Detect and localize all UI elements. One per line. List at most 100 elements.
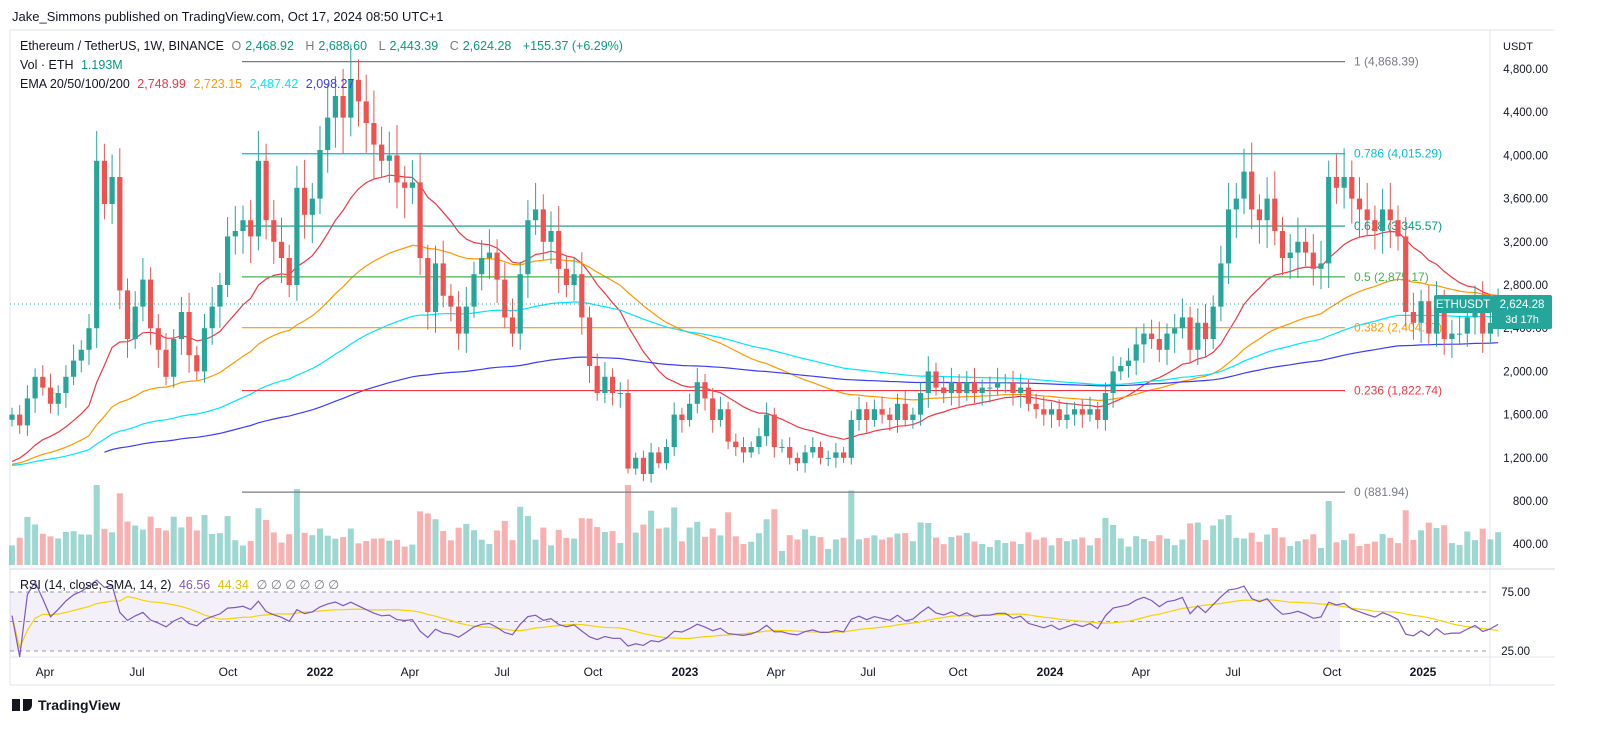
candle-body (340, 96, 346, 118)
volume-bar (879, 539, 886, 565)
volume-bar (948, 537, 955, 565)
volume-bar (632, 532, 639, 565)
fib-label-0.236: 0.236 (1,822.74) (1354, 384, 1442, 398)
candle-body (132, 306, 138, 339)
volume-bar (363, 541, 370, 565)
volume-bar (1464, 531, 1471, 565)
candle-body (1202, 322, 1209, 339)
volume-bar (1348, 533, 1355, 565)
candle-body (656, 452, 662, 464)
volume-bar (424, 513, 431, 565)
candle-body (24, 398, 30, 426)
volume-bar (370, 538, 377, 565)
volume-bar (139, 529, 146, 565)
time-axis-label: Jul (1225, 665, 1240, 679)
volume-bar (925, 523, 932, 565)
volume-bar (1241, 538, 1247, 565)
candle-body (1233, 198, 1239, 210)
volume-bar (1210, 525, 1217, 565)
candle-body (463, 306, 469, 334)
volume-bar (594, 527, 601, 565)
candle-body (386, 155, 392, 161)
candle-body (332, 96, 338, 118)
candle-body (1118, 366, 1124, 372)
tradingview-brand[interactable]: TradingView (12, 697, 120, 713)
fib-label-0.786: 0.786 (4,015.29) (1354, 147, 1442, 161)
symbol-title[interactable]: Ethereum / TetherUS, 1W, BINANCE (20, 39, 225, 53)
volume-bar (1271, 528, 1278, 565)
candle-body (1256, 209, 1262, 221)
volume-bar (871, 535, 878, 565)
volume-bar (494, 530, 501, 565)
volume-bar (216, 533, 223, 565)
candle-body (317, 150, 323, 199)
candle-body (186, 312, 192, 356)
rsi-value: 46.56 (178, 578, 211, 592)
candle-body (271, 220, 277, 242)
candle-body (1279, 231, 1286, 258)
volume-bar (1187, 523, 1194, 565)
volume-bar (378, 538, 385, 565)
volume-bar (1010, 541, 1016, 565)
candle-body (625, 393, 631, 469)
rsi-legend: RSI (14, close, SMA, 14, 2) 46.56 44.34 … (20, 578, 340, 592)
volume-bar (794, 539, 801, 565)
fib-label-0.5: 0.5 (2,875.17) (1354, 270, 1429, 284)
ema200-line (104, 342, 1499, 453)
volume-bar (1079, 537, 1086, 565)
volume-bar (717, 535, 724, 565)
candle-body (1010, 382, 1016, 393)
candle-body (1218, 263, 1224, 307)
tradingview-logo-icon (12, 699, 32, 711)
candle-body (1064, 414, 1070, 420)
candle-body (594, 366, 600, 393)
volume-bar (640, 524, 647, 565)
change-value: +155.37 (+6.29%) (522, 39, 623, 53)
volume-bar (563, 537, 570, 565)
volume-bar (709, 528, 716, 565)
candle-body (217, 285, 223, 307)
volume-bar (324, 535, 331, 565)
volume-bar (440, 531, 447, 565)
volume-bar (278, 542, 285, 565)
candle-body (1349, 177, 1355, 199)
price-tick-label: 2,800.00 (1503, 280, 1548, 292)
candle-body (533, 209, 539, 221)
candle-body (1226, 209, 1232, 264)
candle-body (117, 177, 123, 291)
volume-bar (178, 527, 185, 565)
volume-bar (455, 527, 462, 565)
volume-bar (1071, 539, 1078, 565)
volume-bar (1156, 535, 1163, 565)
candle-body (355, 79, 362, 102)
volume-bar (1318, 547, 1324, 565)
volume-bar (355, 543, 362, 565)
candle-body (1410, 312, 1416, 323)
candle-body (1095, 409, 1101, 420)
volume-bar (1040, 537, 1047, 565)
volume-bar (501, 520, 508, 565)
candle-body (9, 414, 15, 420)
time-axis-label: 2022 (307, 665, 334, 679)
candle-body (1441, 301, 1447, 339)
rsi-sma-value: 44.34 (217, 578, 249, 592)
candle-body (1249, 171, 1255, 210)
candle-body (309, 198, 315, 215)
volume-bar (909, 541, 916, 565)
candle-body (1395, 220, 1401, 237)
volume-bar (933, 537, 939, 565)
candle-body (1333, 177, 1339, 188)
volume-bar (16, 537, 23, 565)
volume-bar (1294, 541, 1301, 565)
volume-bar (170, 516, 177, 565)
time-axis-label: Jul (860, 665, 875, 679)
candle-body (379, 144, 385, 161)
candle-body (1264, 198, 1270, 221)
price-tick-label: 800.00 (1513, 496, 1548, 508)
volume-bar (1395, 543, 1401, 565)
volume-bar (24, 517, 31, 565)
volume-bar (840, 537, 847, 565)
volume-bar (332, 538, 339, 565)
